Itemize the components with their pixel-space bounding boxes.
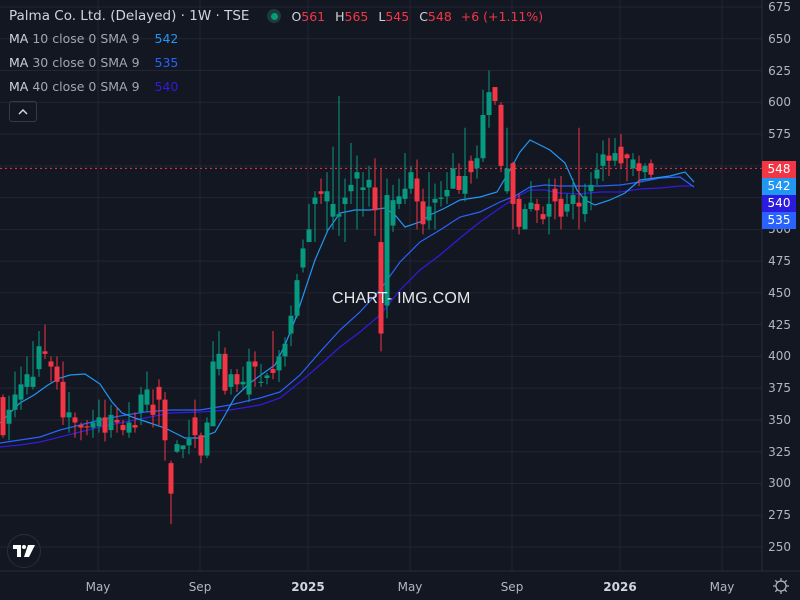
low-label: L — [378, 8, 386, 24]
ohlc-values: O561 H565 L545 C548 +6 (+1.11%) — [291, 9, 543, 24]
price-tick-label: 450 — [768, 285, 791, 300]
high-value: 565 — [344, 8, 369, 24]
market-status-icon — [267, 9, 282, 23]
candlestick-series — [0, 70, 654, 525]
indicator-ma40[interactable]: MA 40 close 0 SMA 9 540 — [9, 74, 543, 98]
watermark: CHART- IMG.COM — [332, 290, 471, 307]
open-label: O — [291, 8, 302, 24]
indicator-ma10[interactable]: MA 10 close 0 SMA 9 542 — [9, 26, 543, 50]
price-tick-label: 300 — [768, 476, 791, 491]
tradingview-logo[interactable] — [7, 534, 41, 568]
time-tick-label: May — [397, 580, 423, 594]
indicator-params: 30 close 0 SMA 9 — [32, 54, 140, 70]
price-tick-label: 350 — [768, 412, 791, 427]
price-tick-label: 475 — [768, 254, 791, 269]
price-tag: 542 — [762, 177, 796, 195]
symbol-title[interactable]: Palma Co. Ltd. (Delayed) · 1W · TSE — [9, 8, 250, 24]
indicator-value: 535 — [154, 54, 179, 70]
time-tick-label: Sep — [188, 580, 212, 594]
price-tick-label: 275 — [768, 508, 791, 523]
time-axis[interactable]: May Sep 2025 May Sep 2026 May — [0, 571, 762, 600]
open-value: 561 — [301, 8, 326, 24]
close-value: 548 — [427, 8, 452, 24]
grid-lines — [0, 0, 762, 571]
indicator-value: 542 — [154, 30, 179, 46]
time-tick-label: Sep — [500, 580, 524, 594]
time-tick-label: May — [85, 580, 111, 594]
price-tag: 540 — [762, 194, 796, 212]
price-tick-label: 675 — [768, 0, 791, 14]
collapse-legend-button[interactable] — [9, 101, 37, 122]
close-label: C — [419, 8, 428, 24]
price-tick-label: 375 — [768, 381, 791, 396]
price-tick-label: 250 — [768, 540, 791, 554]
change-value: +6 (+1.11%) — [460, 8, 544, 24]
price-axis[interactable]: 6756506256005755505255004754504254003753… — [762, 0, 800, 571]
price-tick-label: 425 — [768, 317, 791, 332]
time-tick-label: May — [709, 580, 735, 594]
indicator-ma30[interactable]: MA 30 close 0 SMA 9 535 — [9, 50, 543, 74]
price-tag: 548 — [762, 160, 796, 178]
time-tick-label: 2026 — [603, 580, 637, 594]
indicator-value: 540 — [154, 78, 179, 94]
tradingview-logo-icon — [13, 545, 35, 557]
price-tick-label: 625 — [768, 63, 791, 78]
price-tick-label: 600 — [768, 95, 791, 110]
symbol-header: Palma Co. Ltd. (Delayed) · 1W · TSE O561… — [9, 6, 543, 26]
price-tick-label: 400 — [768, 349, 791, 364]
price-tag: 535 — [762, 211, 796, 229]
high-label: H — [335, 8, 345, 24]
time-tick-label: 2025 — [291, 580, 325, 594]
chart-legend: Palma Co. Ltd. (Delayed) · 1W · TSE O561… — [9, 6, 543, 122]
indicator-name: MA — [9, 30, 29, 46]
price-tick-label: 325 — [768, 444, 791, 459]
settings-gear-icon[interactable] — [771, 576, 791, 596]
price-tick-label: 650 — [768, 31, 791, 46]
indicator-params: 40 close 0 SMA 9 — [32, 78, 140, 94]
price-tick-label: 575 — [768, 127, 791, 142]
low-value: 545 — [385, 8, 410, 24]
indicator-params: 10 close 0 SMA 9 — [32, 30, 140, 46]
indicator-name: MA — [9, 78, 29, 94]
indicator-name: MA — [9, 54, 29, 70]
chevron-up-icon — [18, 108, 28, 115]
